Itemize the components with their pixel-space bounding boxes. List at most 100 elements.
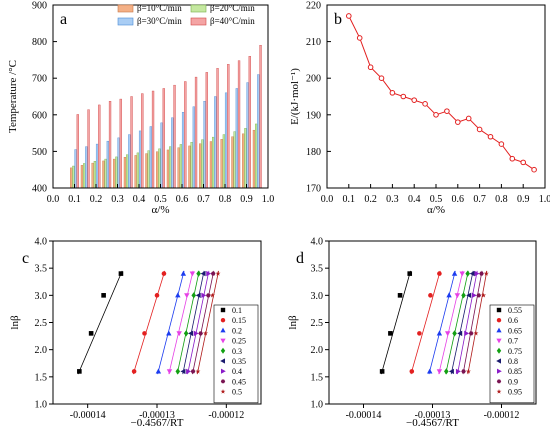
point-0.4 bbox=[186, 368, 192, 375]
legend-marker bbox=[496, 389, 502, 394]
panel-c-y-tick-label: 3.0 bbox=[35, 291, 48, 302]
a-y-tick-label: 600 bbox=[32, 110, 47, 121]
legend-marker bbox=[220, 347, 226, 354]
legend-marker bbox=[496, 379, 502, 384]
bar-β=20°C/min bbox=[190, 142, 193, 189]
bar-β=30°C/min bbox=[74, 149, 77, 189]
point-0.35 bbox=[180, 368, 186, 375]
a-y-tick-label: 700 bbox=[32, 74, 47, 85]
panel-d-ylabel: lnβ bbox=[287, 315, 299, 330]
panel-d-y-tick-label: 4.0 bbox=[311, 237, 324, 248]
panel-c-panel-letter: c bbox=[22, 250, 29, 267]
b-x-tick-label: 0.2 bbox=[364, 194, 377, 205]
legend-label: 0.1 bbox=[232, 306, 242, 315]
b-x-tick-label: 1.0 bbox=[539, 194, 550, 205]
fit-line-0.9 bbox=[462, 270, 483, 375]
point-0.55 bbox=[388, 331, 393, 336]
bar-β=30°C/min bbox=[181, 112, 185, 189]
energy-point bbox=[400, 93, 407, 100]
bar-β=10°C/min bbox=[134, 155, 137, 189]
point-0.65 bbox=[446, 292, 452, 298]
legend-label: 0.45 bbox=[232, 377, 246, 386]
point-0.7 bbox=[454, 293, 461, 299]
b-y-tick-label: 170 bbox=[306, 184, 321, 195]
legend-marker bbox=[220, 338, 226, 344]
legend-marker bbox=[220, 379, 226, 384]
bar-β=40°C/min bbox=[216, 68, 219, 189]
bar-β=10°C/min bbox=[177, 147, 180, 189]
a-x-tick-label: 0.2 bbox=[90, 194, 103, 205]
bar-β=40°C/min bbox=[151, 90, 155, 189]
fit-line-0.15 bbox=[132, 270, 166, 375]
legend-label: 0.9 bbox=[508, 377, 518, 386]
b-xlabel: α/% bbox=[427, 204, 445, 216]
bar-β=40°C/min bbox=[205, 72, 208, 189]
energy-point bbox=[531, 166, 537, 173]
bar-β=20°C/min bbox=[233, 131, 236, 189]
point-0.45 bbox=[190, 369, 196, 374]
bar-β=40°C/min bbox=[259, 45, 262, 189]
bar-β=40°C/min bbox=[119, 98, 122, 189]
legend-marker bbox=[220, 318, 226, 323]
bar-β=20°C/min bbox=[254, 123, 258, 189]
panel-c-y-tick-label: 2.5 bbox=[35, 318, 48, 329]
point-0.6 bbox=[409, 369, 415, 374]
bar-β=10°C/min bbox=[199, 143, 202, 189]
panel-c-x-tick-label: -0.00013 bbox=[139, 410, 175, 421]
bar-β=20°C/min bbox=[93, 161, 97, 189]
panel-d-y-tick-label: 2.5 bbox=[311, 318, 324, 329]
b-y-tick-label: 190 bbox=[306, 110, 321, 121]
point-0.1 bbox=[77, 369, 82, 374]
point-0.45 bbox=[206, 293, 211, 298]
b-x-tick-label: 0.6 bbox=[452, 194, 465, 205]
point-0.25 bbox=[176, 331, 182, 337]
b-x-tick-label: 0.5 bbox=[430, 194, 443, 205]
bar-β=20°C/min bbox=[125, 154, 129, 189]
bar-β=30°C/min bbox=[128, 134, 131, 189]
energy-point bbox=[411, 97, 418, 103]
fit-line-0.65 bbox=[428, 270, 456, 375]
legend-swatch bbox=[190, 4, 207, 13]
fit-line-0.75 bbox=[445, 270, 469, 375]
legend-marker bbox=[496, 307, 502, 313]
fit-line-0.55 bbox=[380, 270, 411, 375]
legend-label: β=40°C/min bbox=[210, 16, 255, 26]
bar-β=40°C/min bbox=[76, 114, 79, 189]
point-0.8 bbox=[457, 330, 463, 337]
point-0.55 bbox=[397, 293, 403, 298]
legend-label: β=10°C/min bbox=[137, 3, 182, 13]
bar-β=30°C/min bbox=[203, 101, 206, 189]
point-0.7 bbox=[436, 369, 443, 375]
energy-point bbox=[378, 75, 385, 81]
legend-marker bbox=[220, 307, 226, 313]
bar-β=20°C/min bbox=[244, 128, 247, 189]
point-0.35 bbox=[188, 330, 194, 337]
point-0.5 bbox=[195, 368, 201, 374]
bar-β=10°C/min bbox=[252, 129, 256, 189]
panel-c-ylabel: lnβ bbox=[9, 315, 21, 330]
bar-β=40°C/min bbox=[248, 56, 251, 189]
point-0.3 bbox=[175, 368, 181, 375]
panel-c-x-tick-label: -0.00012 bbox=[208, 410, 244, 421]
point-0.4 bbox=[201, 292, 207, 299]
panel-c-y-tick-label: 1.5 bbox=[35, 372, 48, 383]
energy-point bbox=[422, 101, 428, 107]
panel-d-panel-letter: d bbox=[296, 250, 304, 267]
bar-β=30°C/min bbox=[138, 130, 142, 189]
a-xlabel: α/% bbox=[152, 204, 170, 216]
bar-β=20°C/min bbox=[158, 148, 161, 189]
bar-β=20°C/min bbox=[136, 152, 140, 189]
legend-label: 0.6 bbox=[508, 316, 518, 325]
bar-β=10°C/min bbox=[70, 167, 73, 189]
legend-label: β=30°C/min bbox=[137, 16, 182, 26]
point-0.3 bbox=[191, 292, 197, 299]
a-x-tick-label: 0.6 bbox=[176, 194, 189, 205]
legend-label: 0.8 bbox=[508, 357, 518, 366]
bar-β=30°C/min bbox=[235, 88, 238, 189]
bar-β=20°C/min bbox=[104, 158, 107, 189]
b-x-tick-label: 0.0 bbox=[321, 194, 334, 205]
b-panel-letter: b bbox=[334, 11, 342, 28]
point-0.95 bbox=[481, 292, 487, 298]
b-y-tick-label: 220 bbox=[306, 1, 321, 12]
bar-β=30°C/min bbox=[106, 140, 110, 189]
